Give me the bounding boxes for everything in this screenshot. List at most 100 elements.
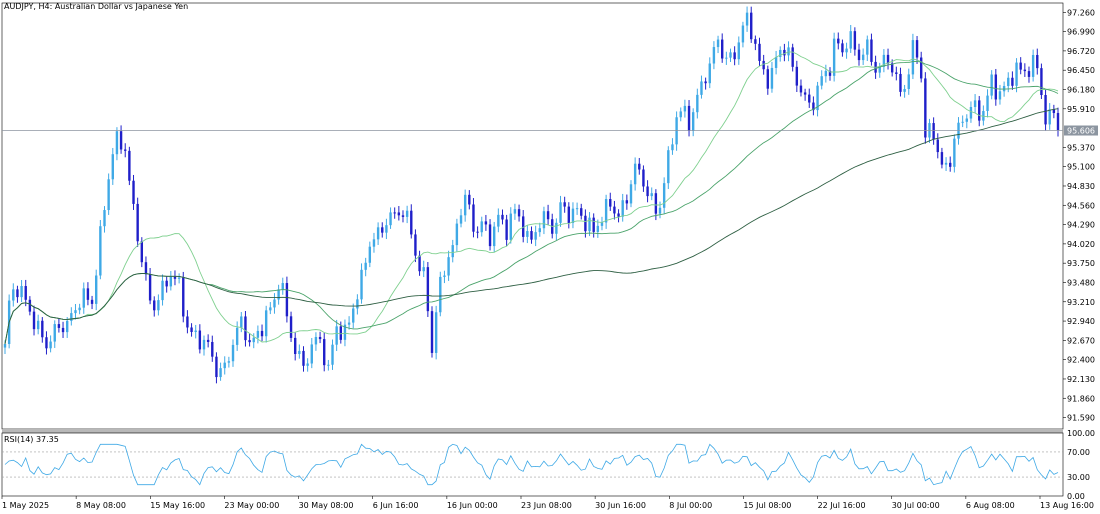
- candle-body: [16, 289, 19, 298]
- candle-body: [808, 94, 811, 103]
- candle-body: [832, 38, 836, 76]
- candle-body: [538, 228, 541, 233]
- candle-body: [638, 163, 641, 170]
- candle-body: [430, 311, 434, 353]
- candle-body: [95, 275, 98, 304]
- candle-body: [845, 48, 848, 53]
- candle-body: [994, 74, 998, 100]
- candle-body: [571, 208, 575, 223]
- candle-body: [754, 39, 757, 44]
- candle-body: [1056, 113, 1060, 131]
- candle-body: [1007, 77, 1010, 87]
- candle-body: [360, 269, 363, 300]
- ma-slow-line: [4, 108, 1059, 345]
- candle-body: [762, 60, 765, 70]
- candle-body: [600, 222, 604, 226]
- candle-body: [74, 310, 77, 314]
- candle-body: [899, 73, 902, 92]
- candle-body: [1011, 77, 1014, 86]
- rsi-y-tick-label: 100.00: [1067, 429, 1095, 438]
- candle-body: [115, 131, 119, 155]
- candle-body: [750, 12, 753, 40]
- x-tick-label: 15 Jul 08:00: [743, 501, 791, 510]
- candle-body: [364, 262, 367, 270]
- y-tick-label: 91.860: [1067, 394, 1095, 403]
- candle-body: [646, 186, 649, 197]
- candle-body: [886, 54, 890, 64]
- candle-body: [911, 40, 915, 75]
- y-tick-label: 96.990: [1067, 28, 1095, 37]
- candle-body: [953, 138, 956, 167]
- candle-body: [401, 215, 405, 217]
- y-tick-label: 96.720: [1067, 47, 1095, 56]
- candle-body: [240, 316, 243, 328]
- candle-body: [555, 222, 558, 234]
- pane-separator: [2, 429, 1063, 433]
- candle-body: [169, 276, 173, 287]
- candle-body: [567, 206, 571, 223]
- candle-body: [870, 39, 873, 62]
- candle-body: [982, 111, 985, 121]
- candle-body: [973, 100, 977, 107]
- candle-body: [1027, 71, 1031, 77]
- candle-body: [476, 231, 479, 233]
- candle-body: [1044, 95, 1047, 125]
- y-tick-label: 93.210: [1067, 298, 1095, 307]
- candle-body: [745, 12, 749, 26]
- candle-body: [609, 199, 612, 207]
- candle-body: [65, 320, 69, 333]
- y-tick-label: 93.480: [1067, 278, 1095, 287]
- ma-fast-line: [4, 51, 1059, 345]
- candle-body: [136, 203, 139, 242]
- candle-body: [936, 139, 939, 153]
- candle-body: [144, 262, 148, 275]
- candle-body: [691, 112, 695, 131]
- candle-body: [393, 212, 396, 214]
- candle-body: [1036, 54, 1039, 69]
- candle-body: [281, 283, 284, 290]
- candle-body: [161, 280, 164, 301]
- candle-body: [704, 81, 707, 84]
- candle-body: [61, 327, 65, 333]
- y-tick-label: 94.290: [1067, 221, 1095, 230]
- rsi-pane: 100.00 70.00 30.00 0.00: [1, 429, 1095, 501]
- x-tick-label: 8 Jul 00:00: [669, 501, 712, 510]
- candle-body: [1023, 69, 1027, 72]
- candle-body: [530, 231, 533, 240]
- candle-body: [24, 286, 27, 300]
- candle-body: [849, 31, 852, 49]
- candle-body: [837, 38, 840, 44]
- candle-body: [356, 299, 359, 309]
- y-tick-label: 95.100: [1067, 163, 1095, 172]
- candle-body: [517, 209, 521, 217]
- candle-body: [177, 277, 181, 279]
- candle-body: [907, 74, 910, 90]
- y-tick-label: 91.590: [1067, 414, 1095, 423]
- candle-body: [381, 227, 384, 233]
- y-tick-label: 94.830: [1067, 182, 1095, 191]
- y-tick-label: 92.400: [1067, 356, 1095, 365]
- candle-body: [107, 179, 110, 211]
- candle-body: [372, 239, 376, 247]
- candle-body: [385, 225, 388, 233]
- y-tick-label: 92.940: [1067, 317, 1095, 326]
- candle-body: [343, 324, 347, 340]
- candle-body: [613, 206, 616, 214]
- candle-body: [741, 25, 745, 43]
- candle-body: [140, 241, 144, 263]
- rsi-y-tick-label: 0.00: [1067, 492, 1085, 501]
- candle-body: [352, 308, 355, 323]
- candle-body: [890, 63, 894, 73]
- candle-body: [497, 214, 500, 227]
- candle-body: [223, 362, 226, 369]
- candle-body: [779, 49, 782, 57]
- candle-body: [542, 211, 546, 229]
- x-tick-label: 23 Jun 08:00: [521, 501, 572, 510]
- candle-body: [173, 276, 177, 279]
- y-tick-label: 96.180: [1067, 85, 1095, 94]
- candle-body: [700, 81, 703, 95]
- candle-body: [459, 215, 463, 224]
- candle-body: [492, 226, 496, 247]
- candle-body: [878, 66, 881, 73]
